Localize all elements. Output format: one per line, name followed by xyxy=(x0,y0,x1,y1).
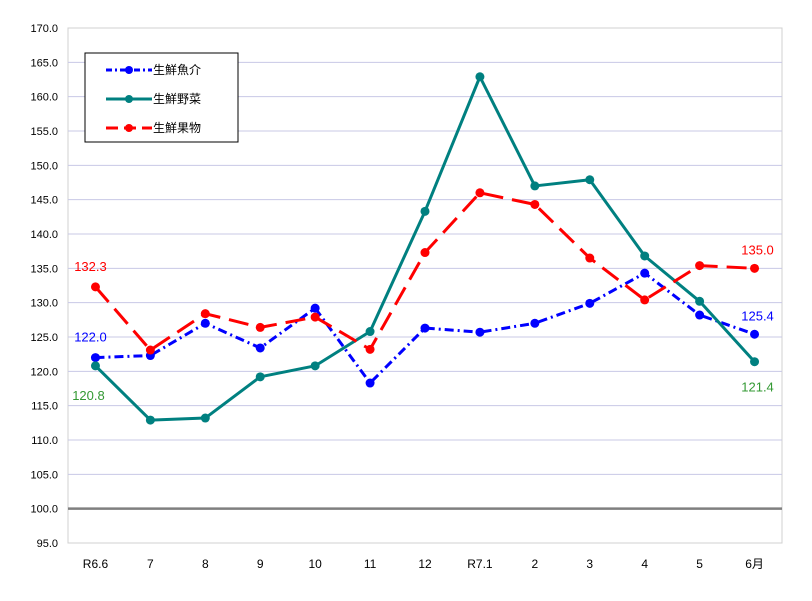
data-point xyxy=(585,298,595,308)
x-tick-label: 5 xyxy=(696,557,703,571)
y-tick-label: 170.0 xyxy=(30,23,58,35)
data-point xyxy=(255,322,265,332)
data-point xyxy=(310,312,320,322)
y-tick-label: 115.0 xyxy=(31,401,58,413)
data-point xyxy=(145,415,155,425)
data-point xyxy=(640,295,650,305)
data-point xyxy=(365,378,375,388)
data-label: 121.4 xyxy=(741,380,774,395)
data-point xyxy=(200,318,210,328)
data-point xyxy=(475,188,485,198)
data-point xyxy=(145,345,155,355)
data-label: 125.4 xyxy=(741,308,774,323)
data-point xyxy=(420,206,430,216)
data-label: 120.8 xyxy=(72,388,105,403)
legend-swatch-marker xyxy=(125,95,133,103)
legend-swatch-marker xyxy=(125,66,133,74)
y-tick-label: 105.0 xyxy=(30,469,58,481)
y-tick-label: 130.0 xyxy=(30,298,58,310)
x-tick-label: R7.1 xyxy=(467,557,493,571)
y-tick-label: 125.0 xyxy=(30,332,58,344)
data-point xyxy=(530,181,540,191)
y-tick-label: 160.0 xyxy=(30,92,58,104)
data-point xyxy=(640,268,650,278)
x-tick-label: 4 xyxy=(641,557,648,571)
data-point xyxy=(695,261,705,271)
y-tick-label: 100.0 xyxy=(30,504,58,516)
x-tick-label: 12 xyxy=(418,557,432,571)
data-point xyxy=(310,303,320,313)
data-point xyxy=(750,263,760,273)
series-生鮮果物 xyxy=(90,188,760,355)
series-生鮮魚介 xyxy=(90,268,760,388)
y-tick-label: 120.0 xyxy=(30,366,58,378)
x-tick-label: 2 xyxy=(532,557,539,571)
data-point xyxy=(255,343,265,353)
x-tick-label: 10 xyxy=(308,557,322,571)
data-point xyxy=(200,309,210,319)
data-point xyxy=(365,344,375,354)
data-point xyxy=(200,413,210,423)
data-point xyxy=(90,282,100,292)
data-point xyxy=(90,353,100,363)
y-axis: 95.0 100.0 105.0 110.0 115.0 120.0 125.0 130.0 1… xyxy=(30,23,58,550)
y-tick-label: 145.0 xyxy=(30,195,58,207)
y-tick-label: 155.0 xyxy=(30,126,58,138)
data-point xyxy=(695,296,705,306)
legend-label: 生鮮魚介 xyxy=(153,63,201,77)
data-point xyxy=(310,361,320,371)
series-group xyxy=(90,72,760,425)
y-tick-label: 165.0 xyxy=(30,57,58,69)
data-point xyxy=(420,248,430,258)
legend-label: 生鮮果物 xyxy=(153,121,201,135)
data-point xyxy=(530,318,540,328)
data-point xyxy=(420,323,430,333)
data-labels: 122.0 125.4 120.8 121.4 132.3 135.0 xyxy=(72,242,774,403)
data-label: 135.0 xyxy=(741,242,774,257)
data-point xyxy=(585,253,595,263)
y-tick-label: 95.0 xyxy=(37,538,58,550)
y-tick-label: 110.0 xyxy=(31,435,58,447)
x-tick-label: 6月 xyxy=(745,557,764,571)
x-axis: R6.6 7 8 9 10 11 12 R7.1 2 3 4 5 6月 xyxy=(83,557,764,571)
data-point xyxy=(255,372,265,382)
data-point xyxy=(750,329,760,339)
x-tick-label: 11 xyxy=(364,557,377,571)
data-point xyxy=(695,310,705,320)
data-point xyxy=(640,251,650,261)
y-tick-label: 135.0 xyxy=(30,263,58,275)
data-point xyxy=(475,327,485,337)
data-point xyxy=(365,327,375,337)
data-label: 132.3 xyxy=(74,259,107,274)
data-point xyxy=(585,175,595,185)
series-生鮮野菜 xyxy=(90,72,760,425)
data-point xyxy=(475,72,485,82)
data-point xyxy=(530,199,540,209)
data-label: 122.0 xyxy=(74,330,107,345)
data-point xyxy=(90,361,100,371)
data-point xyxy=(750,357,760,367)
x-tick-label: R6.6 xyxy=(83,557,109,571)
x-tick-label: 3 xyxy=(586,557,593,571)
legend-swatch-marker xyxy=(125,124,133,132)
y-tick-label: 150.0 xyxy=(30,160,58,172)
x-tick-label: 7 xyxy=(147,557,154,571)
y-tick-label: 140.0 xyxy=(30,229,58,241)
x-tick-label: 9 xyxy=(257,557,264,571)
legend-label: 生鮮野菜 xyxy=(153,92,201,106)
x-tick-label: 8 xyxy=(202,557,209,571)
